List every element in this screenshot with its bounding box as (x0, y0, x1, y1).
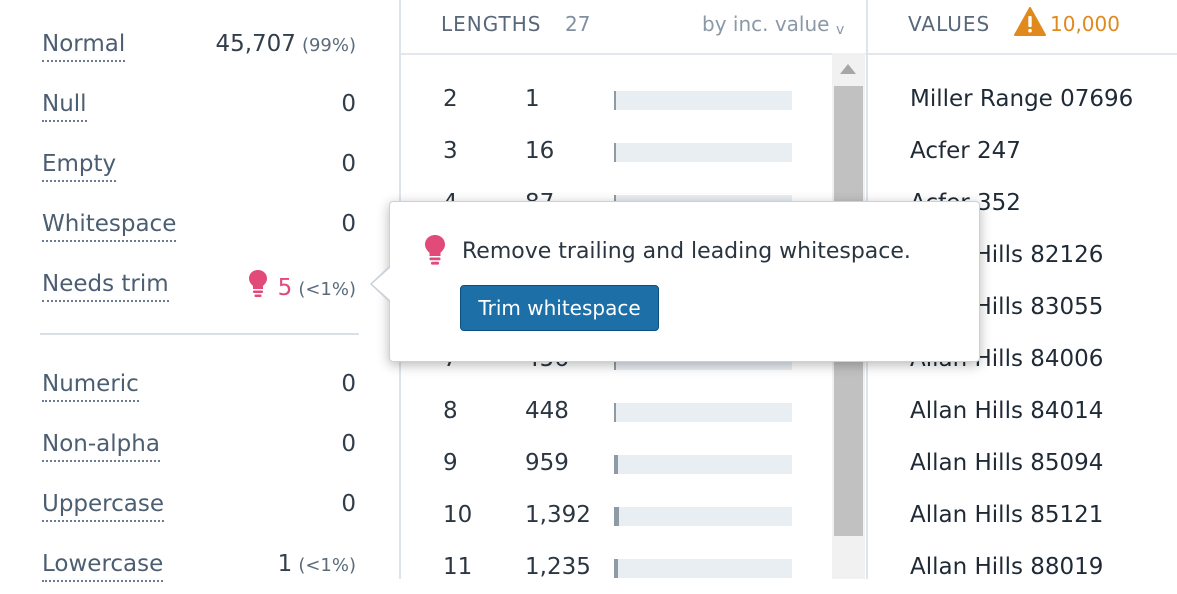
stat-row-uppercase: Uppercase 0 (42, 489, 356, 522)
stat-value[interactable]: 5 (<1%) (248, 269, 356, 305)
values-header (868, 0, 1177, 55)
value-item[interactable]: Acfer 247 (910, 138, 1021, 164)
value-item[interactable]: Allan Hills 85094 (910, 450, 1104, 476)
popover-message: Remove trailing and leading whitespace. (462, 239, 911, 264)
stat-value: 1 (<1%) (278, 549, 356, 581)
length-value: 8 (443, 398, 458, 424)
trim-whitespace-button[interactable]: Trim whitespace (460, 285, 659, 331)
length-value: 2 (443, 86, 458, 112)
stat-percent: (<1%) (298, 555, 356, 576)
scroll-up-arrow-icon[interactable] (840, 64, 856, 74)
stat-label[interactable]: Non-alpha (42, 429, 160, 462)
length-row[interactable]: 8 448 (401, 386, 831, 438)
length-row[interactable]: 10 1,392 (401, 490, 831, 542)
sort-dropdown[interactable]: by inc. value (702, 12, 830, 36)
stat-label[interactable]: Lowercase (42, 549, 164, 582)
stat-count: 0 (341, 491, 356, 517)
stats-panel: Normal 45,707 (99%) Null 0 Empty 0 Whites… (0, 0, 399, 582)
stat-label[interactable]: Null (42, 89, 87, 122)
stat-count: 0 (341, 371, 356, 397)
stat-label[interactable]: Uppercase (42, 489, 165, 522)
length-bar-fill (614, 143, 616, 162)
length-count: 1 (525, 86, 540, 112)
length-bar-fill (614, 91, 616, 110)
divider (40, 333, 359, 335)
length-row[interactable]: 11 1,235 (401, 542, 831, 594)
length-bar-fill (614, 507, 619, 526)
length-bar (614, 455, 792, 474)
stat-count: 0 (341, 151, 356, 177)
length-count: 448 (525, 398, 569, 424)
stat-count: 5 (277, 275, 293, 301)
lightbulb-icon (425, 235, 445, 265)
stat-row-normal: Normal 45,707 (99%) (42, 29, 356, 62)
value-item[interactable]: Allan Hills 88019 (910, 554, 1104, 580)
length-value: 9 (443, 450, 458, 476)
stat-row-whitespace: Whitespace 0 (42, 209, 356, 242)
value-item[interactable]: Allan Hills 85121 (910, 502, 1104, 528)
length-row[interactable]: 9 959 (401, 438, 831, 490)
length-bar (614, 143, 792, 162)
lengths-count: 27 (565, 12, 591, 36)
length-bar (614, 559, 792, 578)
stat-label[interactable]: Normal (42, 29, 126, 62)
length-bar-fill (614, 455, 618, 474)
length-bar (614, 403, 792, 422)
length-bar-fill (614, 403, 616, 422)
value-item[interactable]: Allan Hills 84014 (910, 398, 1104, 424)
stat-row-needs-trim: Needs trim 5 (<1%) (42, 269, 356, 302)
stat-row-lowercase: Lowercase 1 (<1%) (42, 549, 356, 582)
warning-icon[interactable] (1014, 7, 1046, 37)
stat-count: 0 (341, 91, 356, 117)
popover-arrow-fill (372, 268, 390, 300)
stat-label[interactable]: Whitespace (42, 209, 177, 242)
stat-row-numeric: Numeric 0 (42, 369, 356, 402)
length-row[interactable]: 3 16 (401, 126, 831, 178)
length-value: 3 (443, 138, 458, 164)
length-count: 16 (525, 138, 555, 164)
length-count: 959 (525, 450, 569, 476)
stat-label[interactable]: Needs trim (42, 269, 169, 302)
stat-count: 0 (341, 431, 356, 457)
stat-value: 45,707 (99%) (215, 29, 356, 61)
stat-label[interactable]: Empty (42, 149, 117, 182)
trim-hint-popover (389, 201, 980, 362)
stat-row-empty: Empty 0 (42, 149, 356, 182)
stat-count: 1 (277, 551, 293, 577)
length-bar (614, 91, 792, 110)
lengths-header (401, 0, 866, 55)
length-value: 10 (443, 502, 473, 528)
stat-percent: (<1%) (298, 279, 356, 300)
length-value: 11 (443, 554, 473, 580)
length-count: 1,235 (525, 554, 591, 580)
length-count: 1,392 (525, 502, 591, 528)
stat-count: 45,707 (215, 31, 296, 57)
stat-count: 0 (341, 211, 356, 237)
stat-row-null: Null 0 (42, 89, 356, 122)
chevron-down-icon[interactable]: v (836, 22, 845, 38)
lengths-title: LENGTHS (441, 12, 542, 36)
stat-label[interactable]: Numeric (42, 369, 139, 402)
length-bar (614, 507, 792, 526)
stat-percent: (99%) (301, 35, 356, 56)
stat-row-non-alpha: Non-alpha 0 (42, 429, 356, 462)
lightbulb-icon[interactable] (248, 269, 268, 299)
length-bar-fill (614, 559, 618, 578)
values-title: VALUES (908, 12, 991, 36)
warning-count[interactable]: 10,000 (1050, 12, 1120, 36)
value-item[interactable]: Miller Range 07696 (910, 86, 1134, 112)
